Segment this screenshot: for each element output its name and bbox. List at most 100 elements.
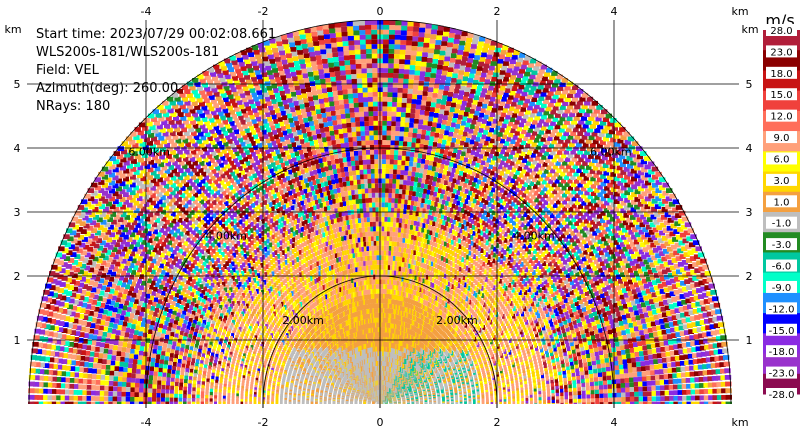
velocity-cell [409,309,413,314]
velocity-cell [441,300,444,305]
velocity-cell [314,301,318,307]
velocity-cell [422,294,425,299]
velocity-cell [422,283,425,289]
velocity-cell [299,308,302,314]
velocity-cell [403,307,407,312]
velocity-cell [352,302,356,308]
velocity-cell [391,284,395,290]
velocity-cell [385,313,389,318]
velocity-cell [365,294,368,300]
velocity-cell [426,285,429,291]
velocity-cell [396,300,400,306]
velocity-cell [363,280,366,286]
velocity-cell [427,281,431,286]
velocity-cell [387,269,390,275]
velocity-cell [399,315,403,321]
velocity-cell [362,275,366,281]
velocity-cell [423,316,427,322]
velocity-cell [368,279,372,285]
velocity-cell [372,274,376,280]
velocity-cell [363,285,367,290]
velocity-cell [366,313,369,319]
velocity-cell [330,307,334,312]
velocity-field [28,20,732,404]
velocity-cell [310,401,314,404]
velocity-cell [425,280,429,285]
velocity-cell [377,303,380,308]
velocity-cell [343,305,346,311]
velocity-cell [440,293,443,299]
velocity-cell [419,313,423,319]
velocity-cell [401,291,405,297]
velocity-cell [394,275,398,281]
velocity-cell [442,301,446,307]
velocity-cell [376,274,380,280]
velocity-cell [409,319,412,325]
velocity-cell [468,313,471,319]
velocity-cell [380,308,383,313]
velocity-cell [357,315,361,321]
velocity-cell [358,296,361,301]
velocity-cell [375,298,378,304]
velocity-cell [374,274,378,280]
velocity-cell [462,313,465,318]
velocity-cell [344,305,348,311]
velocity-cell [410,309,414,315]
velocity-cell [404,287,408,293]
velocity-cell [401,301,405,307]
velocity-cell [293,314,297,320]
velocity-cell [409,304,412,309]
velocity-cell [318,304,322,309]
velocity-cell [384,317,387,323]
velocity-cell [418,282,422,287]
velocity-cell [341,401,344,404]
velocity-cell [367,279,370,285]
velocity-cell [381,312,385,318]
velocity-cell [311,310,314,315]
velocity-cell [365,280,368,285]
velocity-cell [331,312,335,317]
velocity-cell [421,278,425,284]
velocity-cell [411,284,414,290]
velocity-cell [418,302,422,308]
velocity-cell [319,309,323,314]
velocity-cell [427,302,430,307]
velocity-cell [397,295,401,301]
velocity-cell [456,300,459,306]
velocity-cell [463,314,467,320]
velocity-cell [387,313,390,319]
velocity-cell [447,293,451,299]
velocity-cell [362,309,365,315]
velocity-cell [376,288,380,294]
velocity-cell [387,289,391,294]
velocity-cell [363,294,366,300]
velocity-cell [347,283,351,289]
velocity-cell [333,289,336,295]
velocity-cell [441,306,445,312]
velocity-cell [324,294,328,300]
velocity-cell [454,299,458,304]
velocity-cell [368,299,372,304]
velocity-cell [376,279,380,284]
velocity-cell [421,309,425,315]
velocity-cell [352,312,355,318]
velocity-cell [295,319,299,325]
velocity-cell [432,299,435,305]
velocity-cell [415,306,419,312]
velocity-cell [400,306,404,311]
velocity-cell [333,300,337,305]
velocity-cell [406,302,409,308]
velocity-cell [380,269,384,275]
velocity-cell [389,303,393,309]
velocity-cell [352,277,356,283]
velocity-cell [382,284,386,289]
velocity-cell [452,309,455,314]
velocity-cell [391,304,394,309]
velocity-cell [413,316,417,321]
velocity-cell [461,305,464,310]
velocity-cell [368,270,371,275]
velocity-cell [342,280,346,286]
velocity-cell [434,318,437,323]
velocity-cell [422,299,425,305]
velocity-cell [411,304,414,310]
